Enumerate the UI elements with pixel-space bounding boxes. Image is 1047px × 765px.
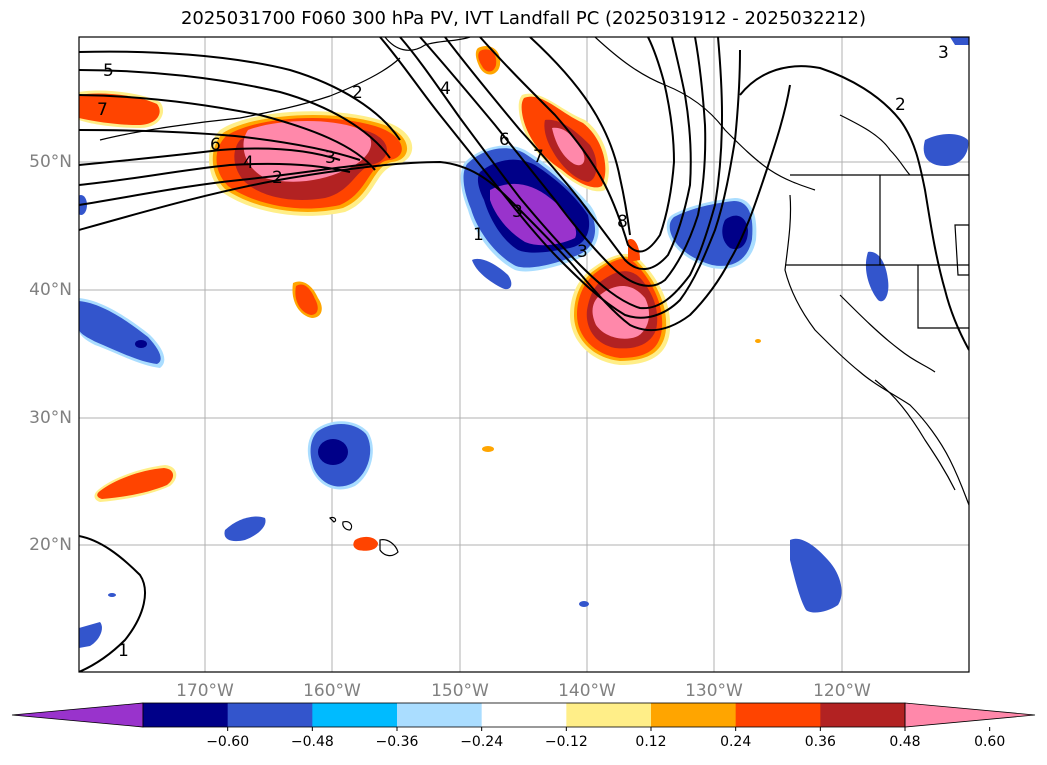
contour-label: 3 [938,43,949,63]
contour-label: 6 [499,130,510,150]
colorbar [11,702,1036,731]
colorbar-tick-label: 0.12 [635,734,667,750]
lon-label: 150°W [431,681,489,701]
lon-label: 170°W [176,681,234,701]
colorbar-frame [142,702,906,728]
colorbar-tick-label: −0.24 [460,734,504,750]
contour-label: 8 [617,212,628,232]
contour-labels: 5 7 6 4 3 2 2 4 6 7 1 3 3 8 2 3 1 [97,43,949,661]
negative-anomaly-regions [79,37,969,648]
colorbar-extend-low [11,702,144,728]
colorbar-bin [820,703,906,727]
contour-label: 4 [243,153,254,173]
contour-label: 4 [440,79,451,99]
negative-region-small-1 [224,516,266,542]
contour-label: 3 [325,148,336,168]
contour-label: 7 [533,147,544,167]
contour-label: 3 [577,242,588,262]
pv-contours [79,37,969,672]
contour-label: 2 [895,95,906,115]
colorbar-bin [651,703,737,727]
colorbar-bin [566,703,652,727]
colorbar-extend-high [904,702,1036,728]
lat-label: 20°N [29,535,72,555]
colorbar-tick-label: 0.24 [720,734,752,750]
lat-label: 40°N [29,280,72,300]
colorbar-tick-label: −0.36 [375,734,419,750]
colorbar-tick-label: −0.60 [206,734,250,750]
negative-region-small-2 [472,258,512,290]
contour-label: 1 [473,225,484,245]
colorbar-tick-label: 0.48 [889,734,921,750]
contour-label: 7 [97,100,108,120]
colorbar-tick-label: −0.12 [544,734,588,750]
contour-label: 2 [272,168,283,188]
contour-label: 1 [118,641,129,661]
negative-region-northeast [923,134,969,166]
lat-label: 30°N [29,408,72,428]
lon-label: 130°W [685,681,743,701]
contour-label: 6 [210,135,221,155]
negative-region-south [790,538,842,613]
colorbar-tick-label: 0.60 [974,734,1006,750]
colorbar-tick-label: 0.36 [804,734,836,750]
contour-label: 2 [352,83,363,103]
colorbar-bin [227,703,313,727]
colorbar-bin [735,703,821,727]
contour-label: 5 [103,61,114,81]
positive-anomaly-regions [79,45,761,551]
colorbar-bin [481,703,567,727]
negative-region-west-coast [865,251,889,302]
plot-frame [78,36,970,673]
colorbar-tick-label: −0.48 [290,734,334,750]
lon-label: 140°W [558,681,616,701]
colorbar-bin [397,703,483,727]
lat-label: 50°N [29,152,72,172]
colorbar-bin [143,703,229,727]
lon-label: 120°W [813,681,871,701]
colorbar-bin [312,703,398,727]
contour-label: 3 [512,202,523,222]
positive-region-hawaii [353,536,378,551]
map-title: 2025031700 F060 300 hPa PV, IVT Landfall… [180,8,867,29]
lon-label: 160°W [303,681,361,701]
map-plot-area: 5 7 6 4 3 2 2 4 6 7 1 3 3 8 2 3 1 [79,37,969,672]
